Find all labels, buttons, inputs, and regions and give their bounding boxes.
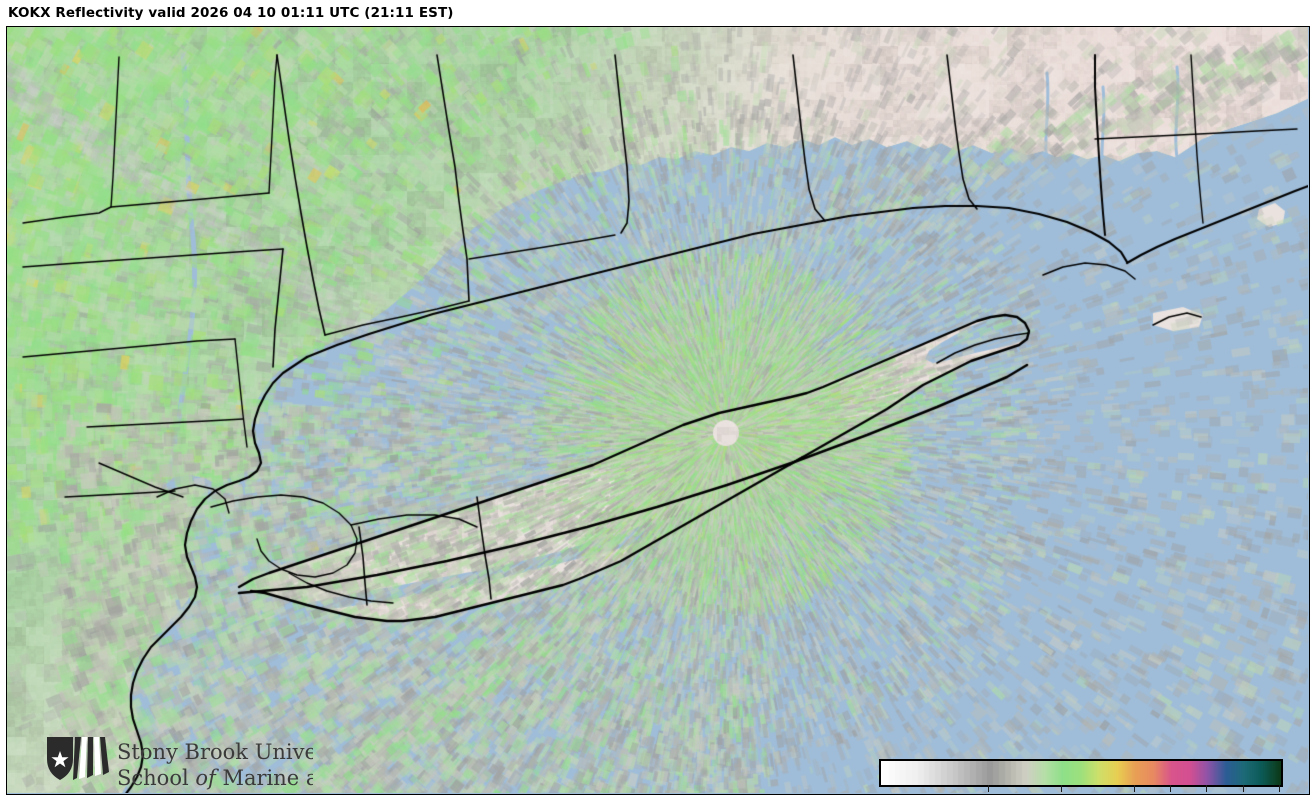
radar-map-canvas[interactable] bbox=[7, 27, 1308, 793]
colorbar-tick-label: 70 bbox=[1232, 793, 1254, 794]
colorbar-tick-label: 40 bbox=[1123, 793, 1145, 794]
page-title: KOKX Reflectivity valid 2026 04 10 01:11… bbox=[8, 5, 454, 21]
colorbar-tick bbox=[1133, 785, 1135, 792]
colorbar-tick bbox=[1060, 785, 1062, 792]
colorbar-tick bbox=[1242, 785, 1244, 792]
colorbar-tick-label: 60 bbox=[1195, 793, 1217, 794]
colorbar-tick bbox=[1279, 785, 1280, 792]
colorbar-tick-label: 20 bbox=[1050, 793, 1072, 794]
colorbar-tick-label: 50 bbox=[1159, 793, 1181, 794]
reflectivity-colorbar[interactable]: 0 20 40 50 60 70 80 bbox=[873, 757, 1293, 794]
colorbar-gradient bbox=[879, 759, 1283, 787]
colorbar-tick-label: 80 bbox=[1268, 793, 1290, 794]
title-bar: KOKX Reflectivity valid 2026 04 10 01:11… bbox=[0, 0, 1316, 26]
colorbar-tick bbox=[988, 785, 990, 792]
colorbar-tick-label: 0 bbox=[983, 793, 994, 794]
radar-map-frame[interactable]: Stony Brook University School of Marine … bbox=[6, 26, 1310, 795]
colorbar-tick bbox=[1206, 785, 1208, 792]
colorbar-tick bbox=[1169, 785, 1171, 792]
